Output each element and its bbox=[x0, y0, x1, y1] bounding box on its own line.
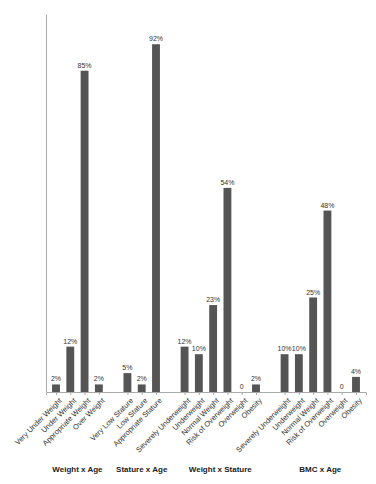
value-label: 12% bbox=[178, 338, 192, 345]
x-tick: Obesity bbox=[239, 392, 264, 420]
value-label: 10% bbox=[192, 345, 206, 352]
x-tick-mark bbox=[299, 392, 300, 395]
bar bbox=[195, 354, 203, 392]
group-label: Weight x Stature bbox=[189, 465, 253, 474]
bar bbox=[281, 354, 289, 392]
value-label: 23% bbox=[206, 296, 220, 303]
value-label: 0 bbox=[340, 383, 344, 390]
x-tick-label: Appropriate Stature bbox=[111, 396, 163, 448]
group-label: BMC x Age bbox=[299, 465, 341, 474]
x-tick-mark bbox=[70, 392, 71, 395]
x-tick-mark bbox=[356, 392, 357, 395]
bar bbox=[352, 377, 360, 392]
x-tick-mark bbox=[242, 392, 243, 395]
x-tick-mark bbox=[142, 392, 143, 395]
value-label: 92% bbox=[149, 35, 163, 42]
x-axis-line bbox=[47, 393, 367, 396]
value-label: 0 bbox=[240, 383, 244, 390]
bar bbox=[52, 384, 60, 392]
bar bbox=[138, 384, 146, 392]
bar bbox=[224, 188, 232, 392]
x-tick-mark bbox=[185, 392, 186, 395]
x-tick-mark bbox=[342, 392, 343, 395]
x-tick-mark bbox=[199, 392, 200, 395]
x-tick-mark bbox=[127, 392, 128, 395]
x-tick-mark bbox=[227, 392, 228, 395]
bar bbox=[124, 373, 132, 392]
value-label: 2% bbox=[51, 375, 61, 382]
value-label: 25% bbox=[306, 289, 320, 296]
bar bbox=[152, 44, 160, 392]
bar bbox=[66, 347, 74, 392]
bar bbox=[295, 354, 303, 392]
bar bbox=[324, 211, 332, 392]
x-tick: Obesity bbox=[339, 392, 364, 420]
x-tick-label: Obesity bbox=[239, 396, 264, 421]
bar bbox=[238, 392, 246, 393]
value-label: 2% bbox=[94, 375, 104, 382]
group-label: Stature x Age bbox=[116, 465, 168, 474]
value-label: 4% bbox=[351, 368, 361, 375]
x-tick-mark bbox=[313, 392, 314, 395]
x-tick-mark bbox=[327, 392, 328, 395]
x-tick-mark bbox=[256, 392, 257, 395]
value-label: 48% bbox=[320, 202, 334, 209]
bar bbox=[338, 392, 346, 393]
bar bbox=[81, 71, 89, 392]
value-label: 10% bbox=[278, 345, 292, 352]
bar bbox=[209, 305, 217, 392]
bars bbox=[52, 44, 360, 392]
group-label: Weight x Age bbox=[52, 465, 103, 474]
x-tick-mark bbox=[99, 392, 100, 395]
chart: 2%12%85%2%5%2%92%12%10%23%54%02%10%10%25… bbox=[0, 0, 376, 484]
bar bbox=[309, 298, 317, 393]
value-label: 85% bbox=[78, 62, 92, 69]
bar bbox=[95, 384, 103, 392]
value-label: 5% bbox=[122, 364, 132, 371]
x-tick-mark bbox=[285, 392, 286, 395]
value-label: 2% bbox=[137, 375, 147, 382]
value-labels: 2%12%85%2%5%2%92%12%10%23%54%02%10%10%25… bbox=[51, 35, 361, 390]
bar bbox=[181, 347, 189, 392]
group-labels: Weight x Age Stature x Age Weight x Statur… bbox=[52, 465, 341, 474]
x-tick-label: Obesity bbox=[339, 396, 364, 421]
value-label: 2% bbox=[251, 375, 261, 382]
value-label: 54% bbox=[220, 179, 234, 186]
x-tick-mark bbox=[156, 392, 157, 395]
x-tick-mark bbox=[213, 392, 214, 395]
x-tick-mark bbox=[56, 392, 57, 395]
value-label: 10% bbox=[292, 345, 306, 352]
x-tick: Appropriate Stature bbox=[111, 392, 163, 448]
x-axis: Very Under WeightUnder WeightAppropriate… bbox=[13, 392, 367, 454]
value-label: 12% bbox=[63, 338, 77, 345]
x-tick-mark bbox=[85, 392, 86, 395]
y-axis-line bbox=[46, 15, 47, 393]
y-axis bbox=[46, 15, 47, 393]
bar bbox=[252, 384, 260, 392]
